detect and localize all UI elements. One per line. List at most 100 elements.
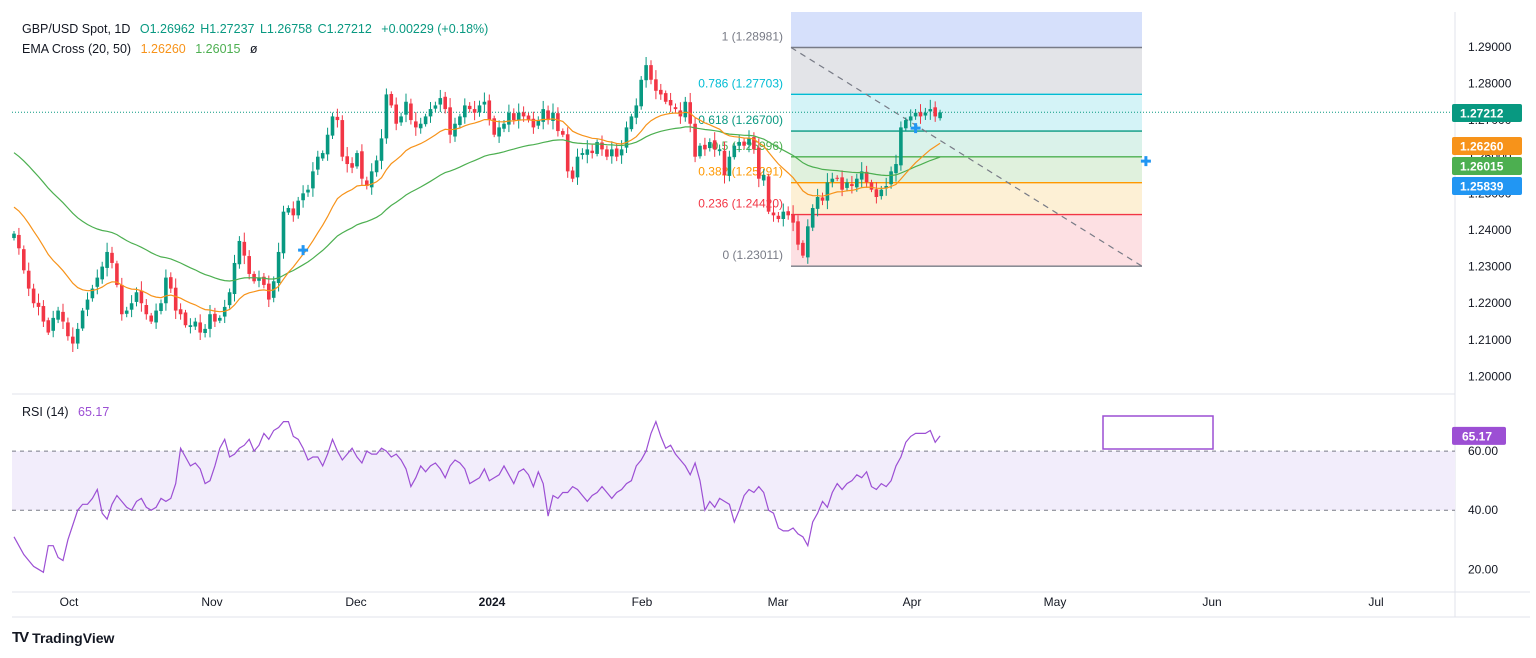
candle-body [512, 113, 516, 121]
candle-body [820, 197, 825, 201]
candle-body [507, 112, 511, 125]
candle-body [320, 153, 325, 159]
fib-zone-3 [791, 156, 1142, 183]
candle-body [477, 105, 482, 113]
candle-body [933, 107, 937, 117]
time-axis-tick: Oct [60, 595, 79, 609]
candle-body [409, 103, 413, 121]
ema-cross-marker-icon [298, 245, 309, 256]
candle-body [810, 207, 815, 228]
time-axis-tick: Apr [903, 595, 922, 609]
candle-body [124, 310, 129, 314]
candle-body [644, 65, 648, 81]
candle-body [71, 336, 75, 344]
candle-body [129, 303, 134, 310]
candle-body [889, 171, 893, 185]
candle-body [414, 121, 418, 128]
candle-body [286, 207, 291, 213]
price-axis-tick: 1.28000 [1468, 76, 1512, 90]
candle-body [600, 142, 604, 150]
candle-body [654, 79, 658, 91]
candle-body [899, 127, 903, 166]
candle-body [257, 277, 261, 281]
candle-body [521, 112, 526, 117]
price-axis-label-box [1452, 104, 1522, 122]
candle-body [502, 123, 506, 129]
candle-body [100, 266, 104, 280]
rsi-axis-tick: 20.00 [1468, 562, 1498, 576]
ohlc-open: O1.26962 [139, 22, 195, 36]
candle-body [855, 178, 859, 188]
symbol-title[interactable]: GBP/USD Spot, 1D [22, 22, 131, 36]
candle-body [639, 79, 643, 107]
candle-body [115, 263, 119, 285]
time-axis-tick: Mar [768, 595, 789, 609]
candle-body [379, 138, 384, 161]
candle-body [801, 242, 805, 256]
candle-body [105, 251, 109, 268]
rsi-label[interactable]: RSI (14) [22, 405, 69, 419]
fib-extension-zone [791, 12, 1142, 48]
fib-level-label-0.382: 0.382 (1.25291) [698, 165, 783, 179]
time-axis-tick: 2024 [479, 595, 506, 609]
candle-body [859, 171, 864, 180]
candle-body [365, 180, 369, 187]
candle-body [335, 116, 340, 121]
candle-body [472, 109, 477, 113]
candle-body [693, 123, 697, 157]
candle-body [590, 150, 594, 154]
candle-body [673, 107, 678, 110]
price-axis-tick: 1.24000 [1468, 223, 1512, 237]
tradingview-brand-name: TradingView [32, 629, 115, 646]
price-axis-label-box [1452, 137, 1522, 155]
candle-body [458, 116, 462, 126]
rsi-highlight-box [1102, 415, 1214, 450]
symbol-header: GBP/USD Spot, 1D O1.26962 H1.27237 L1.26… [22, 22, 494, 36]
candle-body [296, 200, 300, 216]
candle-body [757, 147, 761, 179]
candle-body [428, 109, 433, 117]
candle-body [747, 138, 751, 145]
price-axis-label: 1.26260 [1460, 140, 1504, 154]
tradingview-logo[interactable]: TV TradingView [12, 629, 114, 646]
candle-body [649, 65, 653, 80]
ema-label[interactable]: EMA Cross (20, 50) [22, 42, 132, 56]
candle-body [487, 100, 492, 121]
rsi-axis-tick: 60.00 [1468, 444, 1498, 458]
candle-body [311, 171, 315, 189]
candle-body [247, 256, 251, 274]
candle-body [546, 110, 550, 121]
candle-body [325, 134, 330, 155]
candle-body [556, 113, 560, 132]
tradingview-logo-icon: TV [12, 629, 29, 646]
candle-body [183, 312, 188, 326]
candle-body [51, 317, 55, 331]
fib-zone-5 [791, 214, 1142, 267]
candle-body [384, 94, 389, 139]
ohlc-close: C1.27212 [317, 22, 372, 36]
candle-body [306, 189, 310, 193]
candle-body [595, 142, 599, 154]
rsi-line [13, 419, 941, 574]
price-axis-tick: 1.21000 [1468, 333, 1512, 347]
candle-body [703, 144, 707, 150]
candle-body [41, 306, 46, 322]
candle-body [242, 241, 247, 256]
candle-body [766, 176, 771, 212]
price-axis-tick: 1.23000 [1468, 260, 1512, 274]
candle-body [330, 116, 335, 136]
candle-body [796, 221, 800, 245]
ema50-line [13, 126, 941, 282]
candle-body [22, 249, 26, 271]
candle-body [683, 101, 688, 118]
ema20-value: 1.26260 [140, 42, 186, 56]
candle-body [904, 120, 908, 129]
time-axis-tick: Nov [201, 595, 222, 609]
price-axis-label: 1.26015 [1460, 160, 1504, 174]
ema50-value: 1.26015 [195, 42, 241, 56]
candle-body [80, 310, 85, 329]
candle-body [360, 151, 364, 179]
candle-body [418, 123, 423, 129]
candle-body [443, 96, 447, 110]
